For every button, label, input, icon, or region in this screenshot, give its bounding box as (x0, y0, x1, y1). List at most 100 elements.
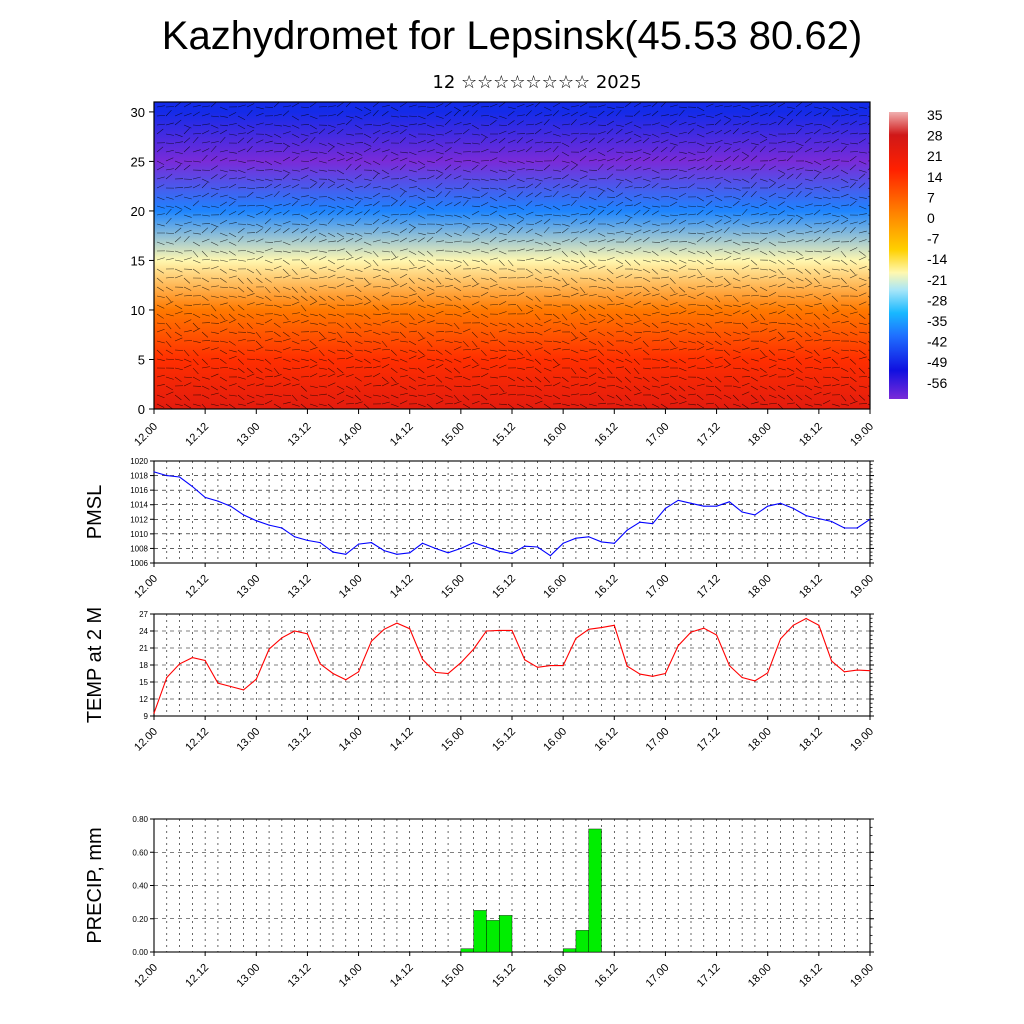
wind-barb (669, 312, 678, 315)
wind-barb (426, 340, 433, 348)
wind-barb (435, 240, 444, 243)
wind-barb (561, 239, 570, 243)
wind-barb (687, 128, 695, 135)
wind-barb (570, 286, 579, 291)
wind-barb (867, 214, 870, 216)
wind-barb (867, 232, 870, 234)
data-point (588, 628, 590, 630)
wind-barb (768, 205, 777, 210)
wind-barb (570, 292, 579, 297)
wind-barb (831, 230, 840, 234)
wind-barb (750, 122, 759, 126)
wind-barb (435, 103, 444, 108)
precip-bar (473, 910, 487, 953)
wind-barb (336, 205, 345, 210)
wind-barb (534, 121, 543, 126)
wind-barb (426, 139, 435, 144)
wind-barb (183, 277, 191, 284)
wind-barb (840, 106, 849, 111)
wind-barb (354, 211, 363, 216)
wind-barb (552, 183, 561, 189)
wind-barb (822, 330, 831, 333)
wind-barb (705, 313, 714, 317)
wind-barb (795, 182, 803, 189)
wind-barb (588, 205, 597, 210)
wind-barb (507, 393, 516, 396)
wind-barb (786, 250, 795, 253)
wind-barb (669, 302, 678, 306)
wind-barb (858, 367, 865, 374)
wind-barb (390, 124, 399, 127)
wind-barb (183, 330, 192, 333)
wind-barb (750, 394, 758, 401)
wind-barb (777, 367, 786, 371)
wind-barb (489, 157, 498, 162)
wind-barb (597, 402, 606, 405)
wind-barb (471, 124, 480, 130)
wind-barb (534, 268, 542, 274)
wind-barb (228, 394, 237, 397)
wind-barb (327, 114, 336, 117)
wind-barb (264, 248, 273, 252)
wind-barb (210, 285, 219, 288)
wind-barb (543, 205, 552, 210)
wind-barb (354, 286, 362, 293)
wind-barb (561, 313, 568, 321)
wind-barb (372, 136, 379, 144)
wind-barb (552, 145, 559, 153)
wind-barb (399, 102, 407, 108)
wind-barb (777, 394, 786, 400)
wind-barb (255, 106, 264, 110)
wind-barb (561, 394, 570, 397)
wind-barb (165, 109, 172, 117)
wind-barb (561, 214, 570, 218)
wind-barb (264, 193, 273, 198)
wind-barb (210, 145, 217, 153)
wind-barb (597, 331, 606, 337)
wind-barb (408, 195, 417, 198)
wind-barb (714, 365, 723, 369)
y-tick-label: 5 (138, 352, 145, 367)
wind-barb (642, 286, 650, 293)
wind-barb (498, 364, 507, 369)
wind-barb (579, 277, 588, 279)
wind-barb (588, 382, 597, 387)
wind-barb (597, 110, 605, 117)
wind-barb (264, 178, 273, 182)
wind-barb (624, 232, 633, 235)
wind-barb (264, 295, 272, 302)
wind-barb (291, 295, 299, 301)
wind-barb (633, 313, 641, 320)
wind-barb (363, 196, 372, 200)
wind-barb (588, 178, 597, 181)
data-point (754, 680, 756, 682)
wind-barb (552, 286, 561, 291)
wind-barb (282, 156, 291, 162)
wind-barb (309, 373, 318, 378)
wind-barb (291, 183, 300, 189)
wind-barb (813, 250, 822, 253)
wind-barb (579, 155, 587, 162)
wind-barb (750, 294, 759, 297)
wind-barb (336, 223, 345, 227)
wind-barb (525, 295, 533, 301)
wind-barb (732, 403, 741, 407)
wind-barb (579, 132, 588, 135)
wind-barb (750, 267, 759, 270)
wind-barb (561, 403, 570, 407)
wind-barb (255, 367, 263, 373)
wind-barb (786, 205, 795, 210)
wind-barb (543, 131, 552, 135)
wind-barb (741, 302, 750, 306)
wind-barb (282, 383, 291, 387)
wind-barb (795, 346, 804, 351)
wind-barb (480, 277, 489, 280)
wind-barb (786, 106, 795, 109)
wind-barb (354, 385, 361, 393)
wind-barb (219, 129, 228, 135)
wind-barb (480, 322, 489, 328)
wind-barb (741, 223, 750, 228)
wind-barb (804, 385, 813, 391)
wind-barb (669, 133, 678, 138)
